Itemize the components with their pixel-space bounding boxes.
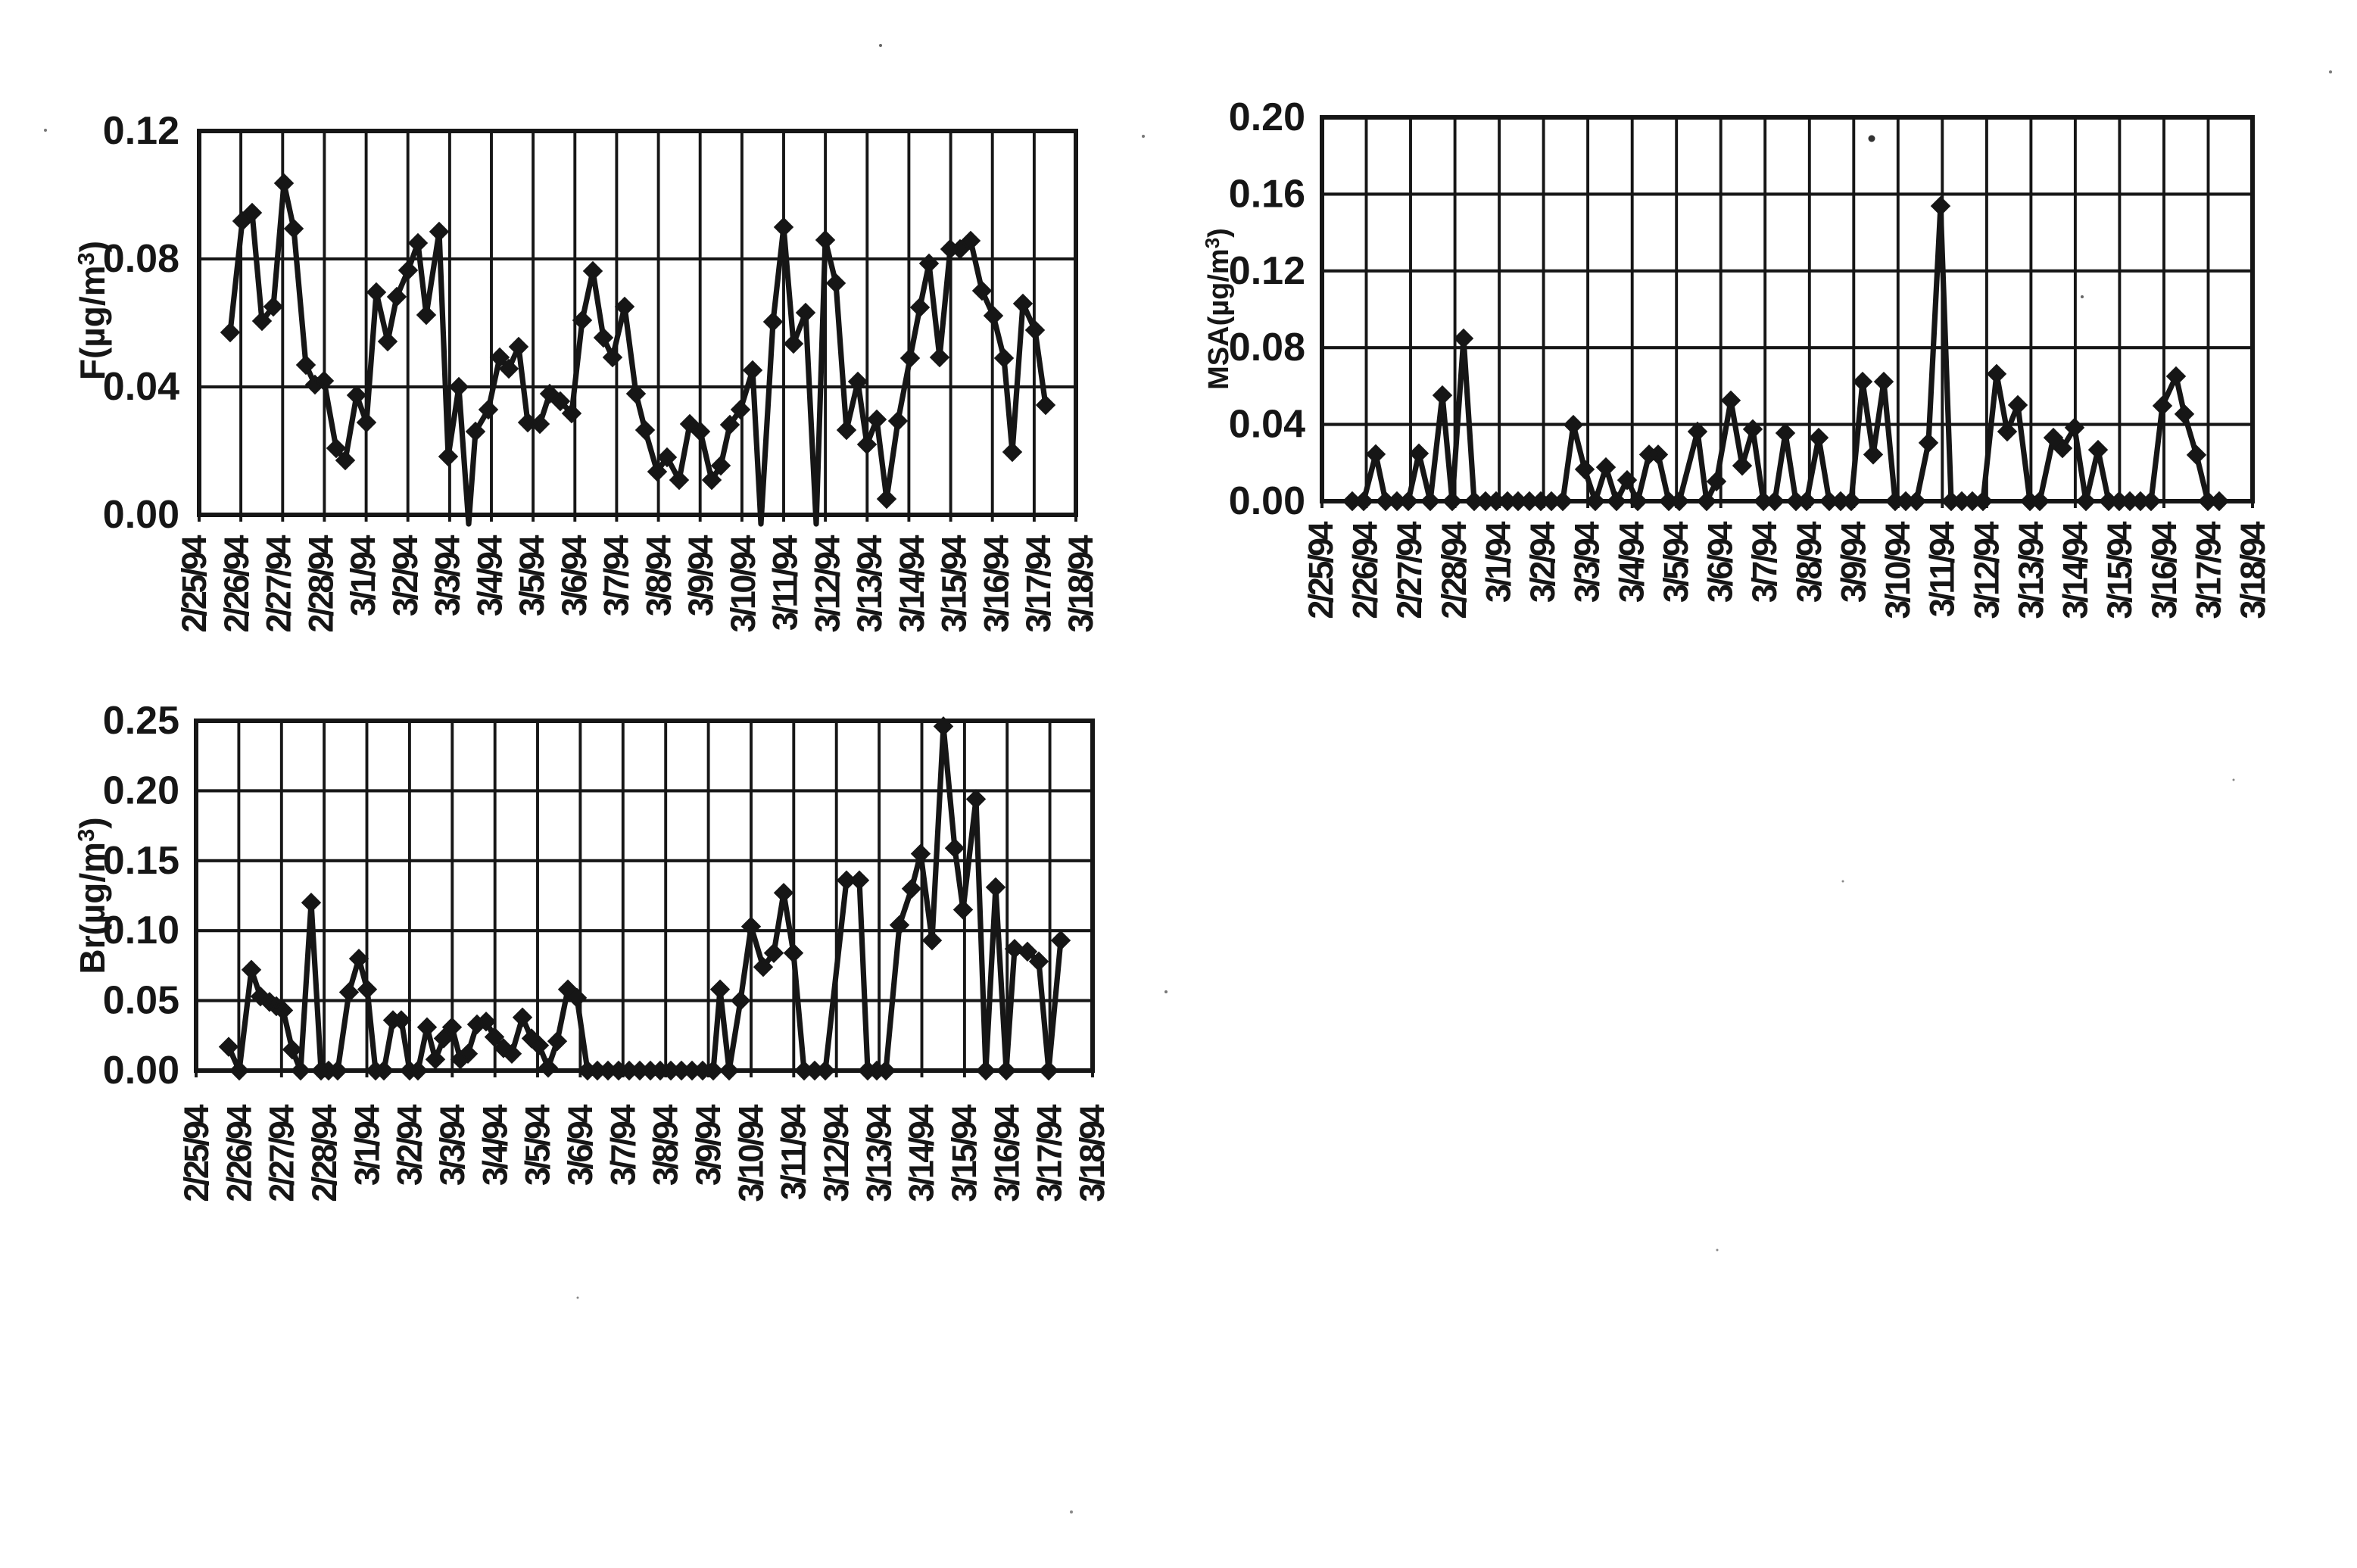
svg-text:0.05: 0.05	[103, 979, 179, 1023]
svg-text:3/5/94: 3/5/94	[1657, 522, 1695, 603]
svg-text:3/2/94: 3/2/94	[391, 1105, 429, 1186]
svg-text:2/26/94: 2/26/94	[1346, 522, 1385, 619]
svg-text:3/2/94: 3/2/94	[1523, 522, 1562, 603]
svg-text:2/26/94: 2/26/94	[220, 1105, 258, 1202]
svg-text:3/3/94: 3/3/94	[433, 1105, 472, 1186]
svg-text:3/12/94: 3/12/94	[817, 1105, 856, 1202]
svg-text:0.15: 0.15	[103, 839, 179, 883]
svg-text:3/9/94: 3/9/94	[689, 1105, 728, 1186]
svg-text:3/7/94: 3/7/94	[1745, 522, 1784, 603]
svg-text:3/11/94: 3/11/94	[775, 1105, 813, 1201]
svg-text:3/5/94: 3/5/94	[513, 535, 551, 617]
svg-text:2/25/94: 2/25/94	[177, 1105, 216, 1202]
svg-text:3/18/94: 3/18/94	[1073, 1105, 1111, 1202]
svg-text:3/4/94: 3/4/94	[1612, 522, 1651, 603]
svg-text:3/16/94: 3/16/94	[987, 1105, 1026, 1202]
svg-text:3/18/94: 3/18/94	[2234, 522, 2272, 619]
svg-text:2/27/94: 2/27/94	[260, 535, 298, 633]
svg-text:0.08: 0.08	[103, 237, 179, 281]
svg-text:3/17/94: 3/17/94	[1019, 535, 1058, 633]
svg-text:0.04: 0.04	[103, 365, 179, 409]
svg-text:2/27/94: 2/27/94	[1390, 522, 1429, 619]
svg-text:3/13/94: 3/13/94	[859, 1105, 898, 1202]
svg-text:3/4/94: 3/4/94	[470, 535, 509, 617]
svg-text:3/9/94: 3/9/94	[1834, 522, 1872, 603]
svg-text:3/3/94: 3/3/94	[429, 535, 467, 617]
svg-text:2/25/94: 2/25/94	[1302, 522, 1340, 619]
svg-text:3/16/94: 3/16/94	[977, 535, 1016, 633]
svg-text:2/28/94: 2/28/94	[301, 535, 340, 633]
svg-text:3/17/94: 3/17/94	[1030, 1105, 1069, 1202]
svg-text:3/3/94: 3/3/94	[1568, 522, 1607, 603]
svg-text:3/16/94: 3/16/94	[2145, 522, 2184, 619]
svg-text:3/6/94: 3/6/94	[555, 535, 594, 617]
svg-text:3/10/94: 3/10/94	[731, 1105, 770, 1202]
svg-text:0.20: 0.20	[1229, 95, 1305, 139]
svg-text:3/10/94: 3/10/94	[1878, 522, 1917, 619]
svg-text:MSA(µg/m3): MSA(µg/m3)	[1201, 228, 1235, 390]
svg-text:2/27/94: 2/27/94	[263, 1105, 301, 1202]
svg-text:3/14/94: 3/14/94	[2056, 522, 2095, 619]
svg-text:3/10/94: 3/10/94	[724, 535, 762, 633]
svg-text:3/14/94: 3/14/94	[893, 535, 931, 633]
svg-text:3/13/94: 3/13/94	[2012, 522, 2050, 619]
svg-text:3/8/94: 3/8/94	[639, 535, 678, 617]
svg-text:2/28/94: 2/28/94	[305, 1105, 344, 1202]
svg-text:0.16: 0.16	[1229, 172, 1305, 216]
svg-text:3/1/94: 3/1/94	[1479, 522, 1518, 603]
svg-text:0.25: 0.25	[103, 699, 179, 743]
svg-text:3/15/94: 3/15/94	[2100, 522, 2139, 619]
svg-text:3/6/94: 3/6/94	[1701, 522, 1740, 603]
svg-text:Br(µg/m3): Br(µg/m3)	[73, 817, 112, 974]
svg-text:2/28/94: 2/28/94	[1435, 522, 1473, 619]
svg-text:3/5/94: 3/5/94	[519, 1105, 557, 1186]
svg-text:3/18/94: 3/18/94	[1062, 535, 1100, 633]
svg-text:3/9/94: 3/9/94	[681, 535, 720, 617]
svg-text:3/6/94: 3/6/94	[561, 1105, 600, 1186]
svg-text:3/8/94: 3/8/94	[647, 1105, 685, 1186]
svg-text:3/11/94: 3/11/94	[766, 535, 805, 631]
svg-text:0.12: 0.12	[103, 109, 179, 153]
svg-text:2/25/94: 2/25/94	[175, 535, 214, 633]
svg-text:0.04: 0.04	[1229, 403, 1305, 447]
svg-text:3/13/94: 3/13/94	[850, 535, 889, 633]
svg-text:0.00: 0.00	[103, 1049, 179, 1093]
svg-text:0.10: 0.10	[103, 909, 179, 952]
svg-text:3/7/94: 3/7/94	[597, 535, 636, 617]
svg-text:3/4/94: 3/4/94	[475, 1105, 514, 1186]
svg-text:3/15/94: 3/15/94	[945, 1105, 984, 1202]
svg-text:3/2/94: 3/2/94	[386, 535, 425, 617]
svg-text:3/12/94: 3/12/94	[808, 535, 846, 633]
svg-text:3/7/94: 3/7/94	[603, 1105, 642, 1186]
svg-text:3/8/94: 3/8/94	[1790, 522, 1829, 603]
svg-text:3/1/94: 3/1/94	[348, 1105, 386, 1186]
svg-text:0.00: 0.00	[103, 493, 179, 537]
svg-text:0.20: 0.20	[103, 768, 179, 812]
svg-text:0.12: 0.12	[1229, 249, 1305, 293]
svg-text:3/14/94: 3/14/94	[903, 1105, 941, 1202]
svg-text:3/17/94: 3/17/94	[2189, 522, 2228, 619]
svg-text:0.00: 0.00	[1229, 479, 1305, 523]
svg-text:3/1/94: 3/1/94	[344, 535, 382, 617]
svg-text:3/11/94: 3/11/94	[1923, 522, 1962, 618]
svg-text:2/26/94: 2/26/94	[217, 535, 256, 633]
svg-text:3/12/94: 3/12/94	[1967, 522, 2006, 619]
svg-text:0.08: 0.08	[1229, 326, 1305, 369]
svg-text:3/15/94: 3/15/94	[935, 535, 974, 633]
